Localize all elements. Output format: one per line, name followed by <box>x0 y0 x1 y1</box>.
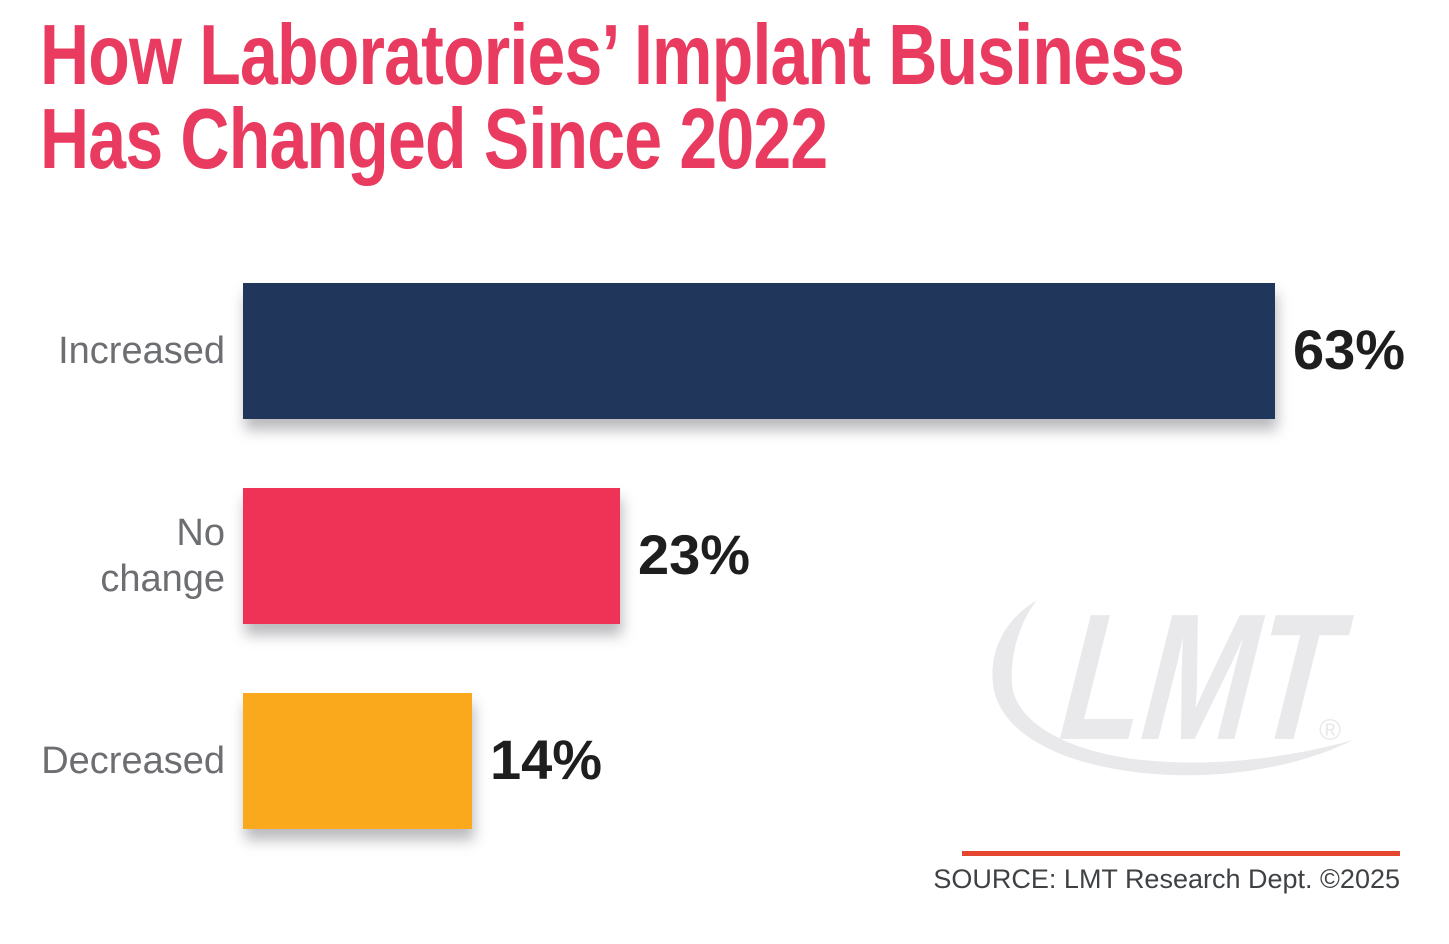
bar <box>243 488 620 624</box>
value-label: 63% <box>1293 318 1406 382</box>
chart-row: Decreased 14% <box>0 693 1449 829</box>
bar <box>243 693 472 829</box>
category-label: Increased <box>58 330 225 372</box>
title-line-1: How Laboratories’ Implant Business <box>40 8 1185 103</box>
registered-mark: ® <box>1319 714 1341 747</box>
value-label: 23% <box>638 523 751 587</box>
category-label: No change <box>100 512 225 600</box>
bar-chart: Increased 63% No change 23% Decreased 14… <box>0 283 1449 898</box>
lmt-watermark-logo: LMT ® <box>992 592 1365 778</box>
title-line-2: Has Changed Since 2022 <box>40 92 828 187</box>
source-divider-rule <box>962 851 1400 856</box>
bar <box>243 283 1275 419</box>
chart-row: No change 23% <box>0 488 1449 624</box>
category-label: Decreased <box>41 740 225 782</box>
page-title: How Laboratories’ Implant Business Has C… <box>40 8 1185 187</box>
chart-row: Increased 63% <box>0 283 1449 419</box>
watermark-text: LMT <box>1041 592 1365 778</box>
source-credit: SOURCE: LMT Research Dept. ©2025 <box>933 864 1400 894</box>
value-label: 14% <box>490 728 603 792</box>
